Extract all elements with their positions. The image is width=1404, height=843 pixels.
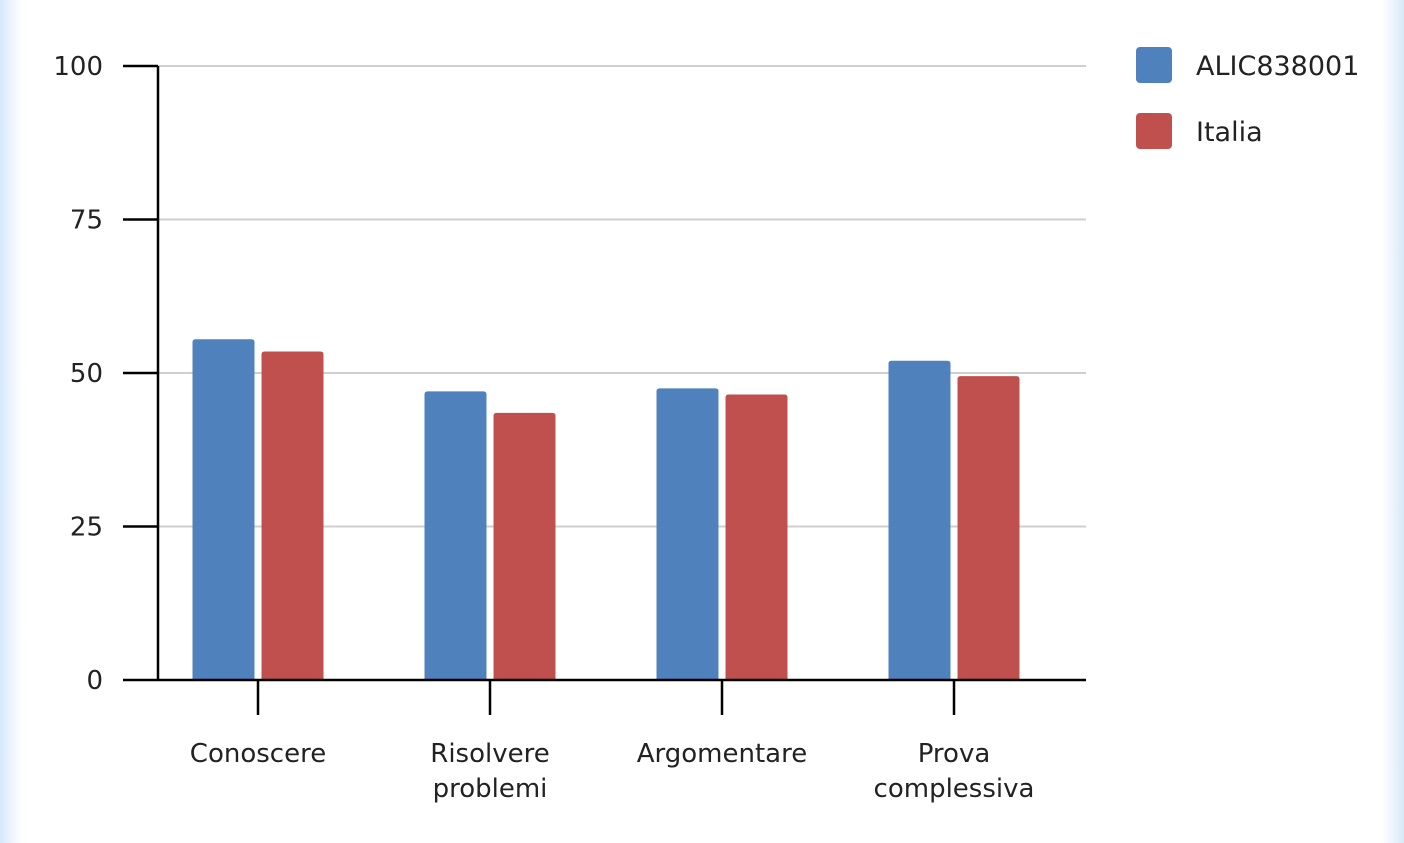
x-category-label: Prova complessiva	[874, 739, 1035, 804]
bar-alic838001-0	[193, 339, 255, 680]
y-tick-label: 100	[53, 52, 103, 82]
y-axis-ticks: 0 25 50 75 100	[53, 52, 158, 696]
y-tick-label: 50	[70, 359, 103, 389]
bars	[193, 339, 1020, 680]
bar-italia-2	[726, 394, 788, 680]
y-tick-label: 25	[70, 513, 103, 543]
legend-swatch-italia	[1136, 113, 1172, 149]
bar-italia-1	[494, 413, 556, 680]
legend: ALIC838001 Italia	[1136, 47, 1359, 149]
x-category-label: Conoscere	[190, 739, 326, 769]
y-tick-label: 75	[70, 206, 103, 236]
x-category-label: Risolvere problemi	[430, 739, 549, 804]
x-category-label: Argomentare	[637, 739, 807, 769]
x-axis-categories: Conoscere Risolvere problemi Argomentare Pro…	[190, 680, 1035, 804]
bar-italia-3	[958, 376, 1020, 680]
legend-label-alic838001: ALIC838001	[1196, 51, 1359, 82]
legend-swatch-alic838001	[1136, 47, 1172, 83]
bar-italia-0	[262, 352, 324, 680]
y-tick-label: 0	[86, 666, 103, 696]
legend-label-italia: Italia	[1196, 117, 1263, 148]
bar-alic838001-1	[425, 391, 487, 680]
bar-alic838001-2	[657, 388, 719, 680]
bar-alic838001-3	[889, 361, 951, 680]
